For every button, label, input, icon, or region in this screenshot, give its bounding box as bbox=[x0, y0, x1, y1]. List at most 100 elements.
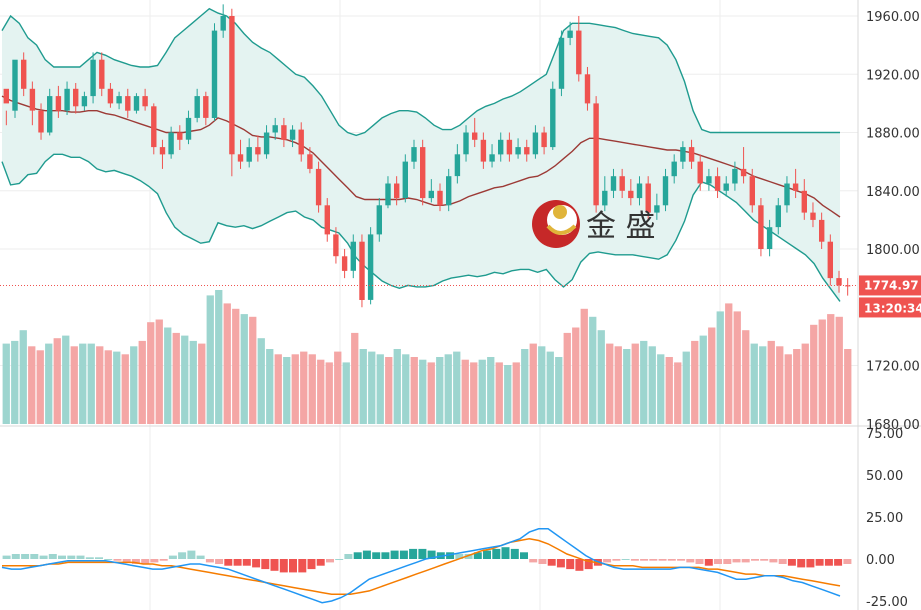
macd-histogram-bar bbox=[824, 559, 833, 566]
candle-body bbox=[602, 190, 608, 206]
volume-bar bbox=[563, 332, 571, 424]
candle bbox=[792, 168, 799, 199]
candle bbox=[324, 198, 330, 242]
candle-body bbox=[593, 103, 599, 206]
watermark-text: 金 盛 bbox=[586, 209, 656, 244]
volume-bar bbox=[393, 349, 401, 424]
candle-body bbox=[194, 96, 200, 118]
candle bbox=[749, 168, 755, 213]
candle bbox=[255, 135, 261, 162]
candle-body bbox=[792, 183, 799, 191]
macd-histogram-bar bbox=[704, 559, 713, 566]
macd-axis[interactable]: 75.00 50.00 25.00 0.00 -25.00 bbox=[866, 427, 908, 610]
candle-body bbox=[801, 190, 807, 213]
candle-body bbox=[3, 88, 9, 104]
svg-text:13:20:34: 13:20:34 bbox=[864, 301, 921, 315]
macd-histogram-bar bbox=[501, 547, 510, 559]
candle-body bbox=[810, 212, 816, 220]
volume-bar bbox=[181, 335, 189, 424]
volume-bar bbox=[606, 343, 614, 424]
macd-tick-label: 0.00 bbox=[866, 553, 895, 568]
macd-histogram-bar bbox=[316, 559, 325, 566]
candle bbox=[836, 270, 842, 293]
candle bbox=[12, 59, 18, 118]
volume-bar bbox=[733, 311, 741, 424]
volume-bar bbox=[79, 343, 87, 424]
candle-body bbox=[446, 176, 452, 206]
macd-histogram-bar bbox=[95, 557, 103, 559]
candle bbox=[21, 52, 27, 97]
volume-bar bbox=[19, 330, 27, 424]
volume-bar bbox=[784, 354, 792, 424]
candle bbox=[315, 161, 322, 213]
macd-histogram-bar bbox=[723, 559, 732, 564]
candle-body bbox=[723, 183, 729, 191]
candle-body bbox=[402, 161, 408, 198]
macd-histogram-bar bbox=[168, 555, 177, 559]
macd-histogram-bar bbox=[658, 559, 667, 561]
candle-body bbox=[558, 37, 565, 89]
macd-histogram-bar bbox=[131, 559, 140, 564]
volume-bar bbox=[444, 354, 452, 424]
candle-body bbox=[246, 147, 252, 162]
macd-histogram-bar bbox=[483, 550, 491, 559]
volume-bar bbox=[291, 354, 299, 424]
macd-histogram-bar bbox=[344, 554, 353, 559]
volume-bar bbox=[121, 354, 129, 424]
candle-body bbox=[125, 96, 131, 111]
candle-body bbox=[64, 88, 70, 111]
candle bbox=[263, 125, 270, 159]
volume-bar bbox=[835, 316, 843, 424]
macd-histogram-bar bbox=[769, 559, 778, 563]
volume-bar bbox=[572, 327, 580, 424]
volume-bar bbox=[767, 340, 775, 424]
candle-body bbox=[584, 74, 591, 104]
candle bbox=[827, 234, 833, 286]
volume-bar bbox=[589, 316, 597, 424]
volume-bar bbox=[189, 340, 197, 424]
price-axis[interactable]: 1960.00 1920.00 1880.00 1840.00 1800.00 1720.… bbox=[866, 10, 920, 433]
candle bbox=[367, 227, 374, 305]
candle bbox=[3, 88, 9, 126]
macd-histogram-bar bbox=[104, 559, 113, 560]
candle-body bbox=[341, 256, 348, 271]
candle-body bbox=[107, 88, 114, 104]
macd-histogram-bar bbox=[834, 559, 843, 566]
macd-histogram-bar bbox=[520, 552, 528, 559]
macd-histogram-bar bbox=[85, 557, 94, 559]
candle-body bbox=[454, 154, 461, 177]
macd-histogram-bar bbox=[113, 559, 122, 561]
candle bbox=[584, 66, 591, 111]
macd-histogram-bar bbox=[270, 559, 279, 571]
macd-histogram-bar bbox=[67, 555, 76, 559]
candle bbox=[550, 81, 556, 150]
candle-body bbox=[541, 132, 547, 148]
volume-bar bbox=[801, 343, 809, 424]
macd-histogram-bar bbox=[686, 559, 695, 563]
volume-bar bbox=[215, 290, 223, 424]
price-tick-label: 1680.00 bbox=[866, 418, 920, 433]
volume-bar bbox=[614, 346, 622, 424]
volume-bar bbox=[147, 322, 155, 424]
volume-bar bbox=[257, 338, 265, 424]
candle bbox=[220, 4, 226, 38]
macd-panel bbox=[1, 528, 852, 604]
volume-bar bbox=[206, 295, 214, 424]
macd-histogram-bar bbox=[48, 554, 57, 559]
candle-body bbox=[81, 96, 88, 107]
candlesticks bbox=[3, 4, 851, 308]
candle bbox=[558, 30, 565, 97]
candle bbox=[298, 122, 304, 162]
candle-body bbox=[619, 176, 625, 191]
candle bbox=[706, 168, 712, 191]
volume-bar bbox=[385, 357, 393, 424]
price-tick-label: 1840.00 bbox=[866, 185, 920, 200]
candle bbox=[819, 212, 825, 249]
candle-body bbox=[784, 183, 790, 206]
volume-bar bbox=[28, 346, 36, 424]
volume-bar bbox=[300, 351, 308, 424]
macd-histogram-bar bbox=[510, 548, 519, 559]
volume-bar bbox=[410, 357, 418, 424]
candle-body bbox=[159, 147, 166, 155]
